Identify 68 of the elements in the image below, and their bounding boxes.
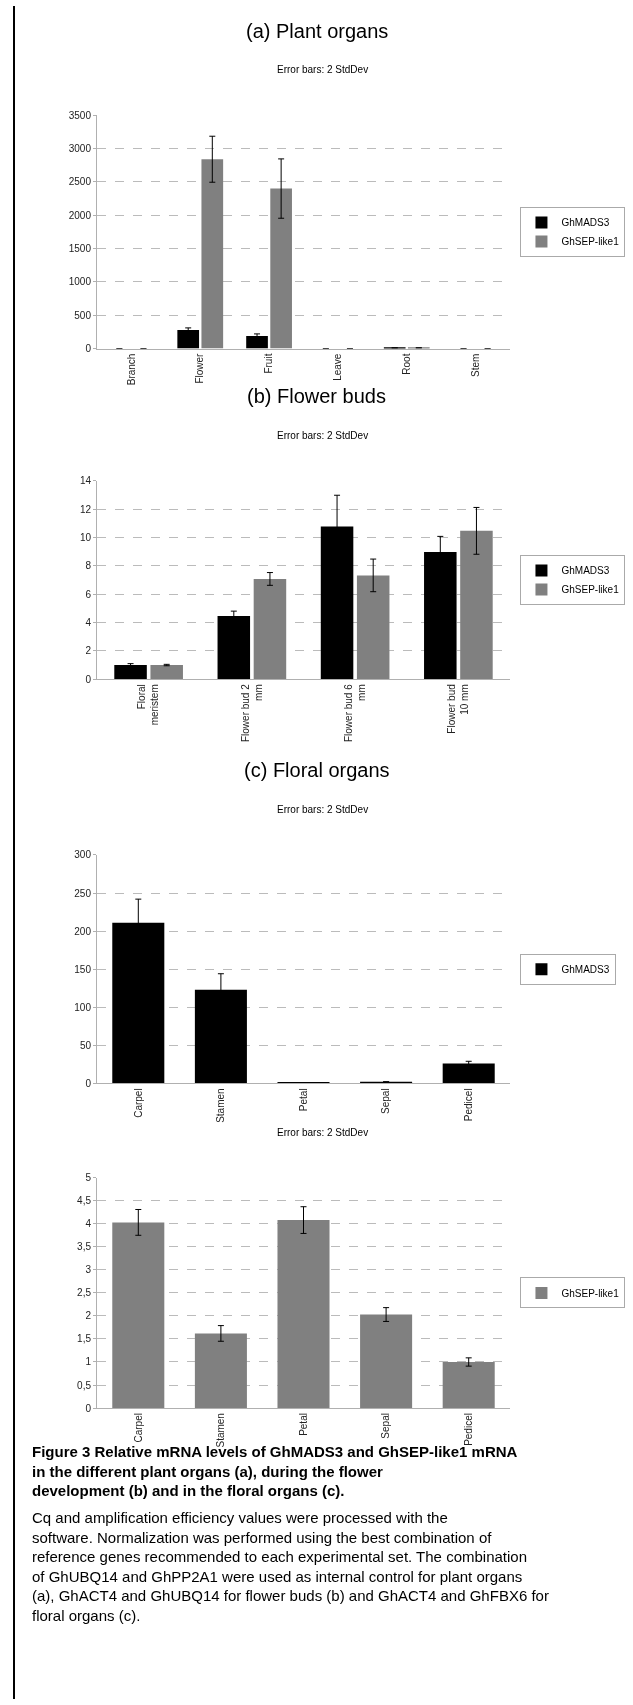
text: Cq and amplification efficiency values were processed with the software. Normalization was performed using the best combination of reference genes recommended to each experimental set. The combination of GhUBQ14 and GhPP2A1 were used as internal control for plant organs (a), GhACT4 and GhUBQ14 for flower buds (b) and GhACT4 and GhFBX6 for floral organs (c). xyxy=(32,1509,549,1624)
legend-label: GhSEP-like1 xyxy=(561,1287,620,1299)
y-tick-label: 10 xyxy=(79,531,92,543)
y-tick-label: 150 xyxy=(74,963,92,975)
y-tick-label: 1000 xyxy=(68,276,92,288)
x-tick-label: Carpel xyxy=(132,1088,144,1118)
legend-label: GhMADS3 xyxy=(561,217,610,229)
x-tick-label: Carpel xyxy=(132,1413,144,1443)
y-tick-label: 500 xyxy=(74,309,92,321)
x-tick-label: Root xyxy=(401,353,412,375)
y-tick-label: 2 xyxy=(85,645,92,657)
y-tick-label: 14 xyxy=(79,475,92,487)
y-tick-label: 3500 xyxy=(68,109,92,121)
y-tick-label: 200 xyxy=(74,925,92,937)
x-tick-label: Sepal xyxy=(380,1413,392,1439)
y-tick-label: 0 xyxy=(85,673,92,685)
x-tick-label: Petal xyxy=(297,1088,309,1112)
y-tick-label: 2500 xyxy=(68,176,92,188)
x-tick-label: Petal xyxy=(297,1413,309,1436)
legend-label: GhSEP-like1 xyxy=(561,584,620,596)
x-tick-label: Flower xyxy=(194,352,206,384)
y-tick-label: 1,5 xyxy=(77,1333,92,1345)
legend-label: GhMADS3 xyxy=(561,964,610,976)
y-tick-label: 12 xyxy=(79,503,92,515)
chart-title: (c) Floral organs xyxy=(244,759,390,781)
y-tick-label: 3,5 xyxy=(77,1241,92,1253)
y-tick-label: 0 xyxy=(85,1077,92,1089)
chart-title: (a) Plant organs xyxy=(246,20,389,42)
y-tick-label: 0,5 xyxy=(77,1379,92,1391)
chart-subtitle: Error bars: 2 StdDev xyxy=(277,64,369,75)
x-tick-label: Stamen xyxy=(215,1088,227,1123)
legend-label: GhSEP-like1 xyxy=(561,236,620,248)
y-tick-label: 4 xyxy=(85,616,92,628)
chart-subtitle: Error bars: 2 StdDev xyxy=(277,1127,369,1138)
y-tick-label: 2 xyxy=(85,1310,92,1322)
x-tick-label: Fruit xyxy=(263,353,275,374)
x-tick-label: Floral meristem xyxy=(136,684,161,726)
y-tick-label: 250 xyxy=(74,887,92,899)
chart-subtitle: Error bars: 2 StdDev xyxy=(277,804,369,815)
x-tick-label: Stamen xyxy=(215,1413,227,1448)
y-tick-label: 2,5 xyxy=(77,1287,92,1299)
x-tick-label: Flower bud 6 mm xyxy=(342,683,367,743)
x-tick-label: Pedicel xyxy=(462,1413,474,1446)
y-tick-label: 8 xyxy=(85,560,92,572)
x-tick-label: Pedicel xyxy=(462,1088,474,1122)
legend-label: GhMADS3 xyxy=(561,565,610,577)
x-tick-label: Branch xyxy=(125,353,137,386)
y-tick-label: 0 xyxy=(85,1402,92,1414)
x-tick-label: Leave xyxy=(332,353,344,381)
chart-subtitle: Error bars: 2 StdDev xyxy=(277,430,369,441)
y-tick-label: 2000 xyxy=(68,209,92,221)
y-tick-label: 100 xyxy=(74,1001,92,1013)
x-tick-label: Sepal xyxy=(380,1088,392,1114)
y-tick-label: 300 xyxy=(74,849,92,861)
x-tick-label: Flower bud 2 mm xyxy=(239,683,264,743)
y-tick-label: 4,5 xyxy=(77,1195,92,1207)
y-tick-label: 4 xyxy=(85,1218,92,1230)
y-tick-label: 1 xyxy=(85,1356,92,1368)
x-tick-label: Stem xyxy=(469,353,481,377)
x-tick-label: Flower bud 10 mm xyxy=(446,684,471,734)
chart-title: (b) Flower buds xyxy=(247,385,386,407)
y-tick-label: 0 xyxy=(85,343,92,355)
y-tick-label: 5 xyxy=(85,1172,92,1184)
y-tick-label: 3 xyxy=(85,1264,92,1276)
y-tick-label: 6 xyxy=(85,588,92,600)
y-tick-label: 1500 xyxy=(68,243,92,255)
y-tick-label: 50 xyxy=(79,1039,92,1051)
y-tick-label: 3000 xyxy=(68,143,92,155)
